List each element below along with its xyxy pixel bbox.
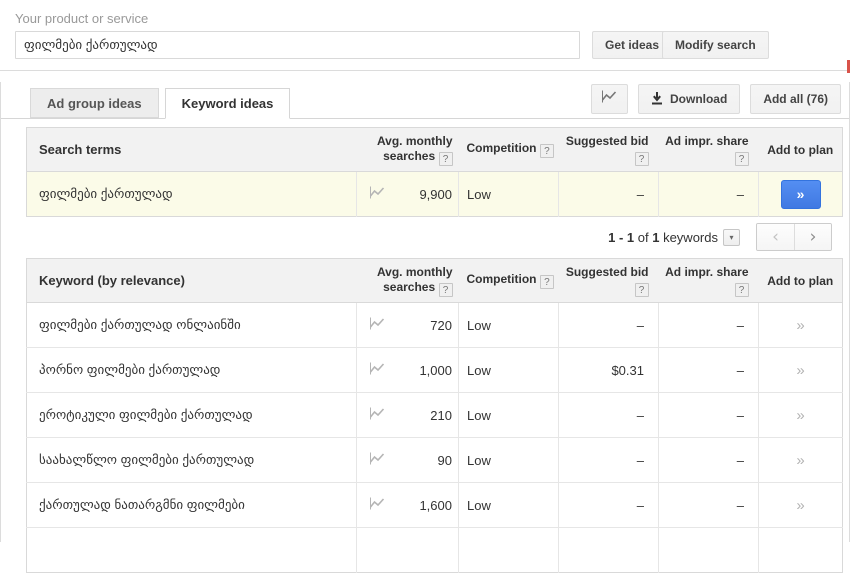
searches-value: 1,600 [419,498,452,513]
ad-impr-share-value: – [659,348,759,393]
suggested-bid-value: $0.31 [559,348,659,393]
searches-value: 720 [430,318,452,333]
col-add-to-plan: Add to plan [759,128,843,172]
col-suggested-bid: Suggested bid ? [559,259,659,303]
col-ad-impr-share: Ad impr. share ? [659,128,759,172]
add-to-plan-button[interactable]: » [796,452,804,469]
suggested-bid-value: – [559,172,659,217]
download-button[interactable]: Download [638,84,740,114]
tab-ad-group-ideas[interactable]: Ad group ideas [30,88,159,118]
col-competition: Competition ? [459,128,559,172]
suggested-bid-value: – [559,438,659,483]
competition-value: Low [459,483,559,528]
modify-search-button[interactable]: Modify search [662,31,769,59]
col-avg-monthly-searches: Avg. monthly searches ? [357,128,459,172]
add-to-plan-button[interactable]: » [796,362,804,379]
col-suggested-bid: Suggested bid ? [559,128,659,172]
divider [0,70,850,71]
trend-chart-icon[interactable] [369,407,385,423]
competition-value: Low [459,438,559,483]
trend-chart-icon[interactable] [369,186,385,202]
add-all-button[interactable]: Add all (76) [750,84,841,114]
help-icon[interactable]: ? [439,152,453,166]
keyword-row-partial [27,528,843,573]
searches-value: 9,900 [419,187,452,202]
tabstrip: Ad group ideas Keyword ideas Download Ad… [1,82,849,119]
product-service-label: Your product or service [15,11,148,26]
trend-chart-icon[interactable] [369,452,385,468]
keyword-cell: ფილმები ქართულად ონლაინში [27,303,357,348]
competition-value: Low [459,303,559,348]
suggested-bid-value: – [559,303,659,348]
keyword-ideas-table: Keyword (by relevance) Avg. monthly sear… [26,258,843,573]
keyword-row: პორნო ფილმები ქართულად 1,000 Low$0.31– » [27,348,843,393]
help-icon[interactable]: ? [635,283,649,297]
download-label: Download [670,92,727,106]
keyword-cell: ეროტიკული ფილმები ქართულად [27,393,357,438]
suggested-bid-value: – [559,483,659,528]
keyword-header-row: Keyword (by relevance) Avg. monthly sear… [27,259,843,303]
prev-page-button[interactable]: ‹ [757,224,794,250]
help-icon[interactable]: ? [540,275,554,289]
competition-value: Low [459,348,559,393]
searches-value: 210 [430,408,452,423]
pagination-text: 1 - 1 of 1 keywords [608,230,718,245]
tab-keyword-ideas[interactable]: Keyword ideas [165,88,291,119]
results-panel: Ad group ideas Keyword ideas Download Ad… [0,82,850,542]
add-to-plan-button[interactable]: » [781,180,821,209]
col-search-terms: Search terms [27,128,357,172]
add-to-plan-button[interactable]: » [796,497,804,514]
trend-chart-icon[interactable] [369,317,385,333]
get-ideas-button[interactable]: Get ideas [592,31,672,59]
trend-chart-icon[interactable] [369,497,385,513]
ad-impr-share-value: – [659,438,759,483]
next-page-button[interactable]: › [794,224,831,250]
pagination: 1 - 1 of 1 keywords ▾ ‹ › [25,223,832,251]
ad-impr-share-value: – [659,303,759,348]
keyword-cell: ქართულად ნათარგმნი ფილმები [27,483,357,528]
col-add-to-plan: Add to plan [759,259,843,303]
col-competition: Competition ? [459,259,559,303]
keyword-cell: საახალწლო ფილმები ქართულად [27,438,357,483]
competition-value: Low [459,393,559,438]
download-icon [651,87,663,115]
ad-impr-share-value: – [659,393,759,438]
toolbar: Download Add all (76) [591,84,841,114]
suggested-bid-value: – [559,393,659,438]
col-ad-impr-share: Ad impr. share ? [659,259,759,303]
keyword-cell: ფილმები ქართულად [27,172,357,217]
col-avg-monthly-searches: Avg. monthly searches ? [357,259,459,303]
trend-chart-icon[interactable] [369,362,385,378]
help-icon[interactable]: ? [439,283,453,297]
add-to-plan-button[interactable]: » [796,407,804,424]
ad-impr-share-value: – [659,172,759,217]
search-input[interactable] [15,31,580,59]
search-terms-header-row: Search terms Avg. monthly searches ? Com… [27,128,843,172]
keyword-cell: პორნო ფილმები ქართულად [27,348,357,393]
col-keyword-relevance: Keyword (by relevance) [27,259,357,303]
help-icon[interactable]: ? [540,144,554,158]
search-terms-table: Search terms Avg. monthly searches ? Com… [26,127,843,217]
help-icon[interactable]: ? [635,152,649,166]
page-size-dropdown[interactable]: ▾ [723,229,740,246]
search-form: Your product or service Get ideas Modify… [0,0,850,70]
help-icon[interactable]: ? [735,283,749,297]
add-to-plan-button[interactable]: » [796,317,804,334]
searches-value: 90 [438,453,452,468]
trend-chart-button[interactable] [591,84,628,114]
help-icon[interactable]: ? [735,152,749,166]
ad-impr-share-value: – [659,483,759,528]
search-term-row: ფილმები ქართულად 9,900 Low – – » [27,172,843,217]
pager: ‹ › [756,223,832,251]
searches-value: 1,000 [419,363,452,378]
competition-value: Low [459,172,559,217]
line-chart-icon [601,92,617,106]
